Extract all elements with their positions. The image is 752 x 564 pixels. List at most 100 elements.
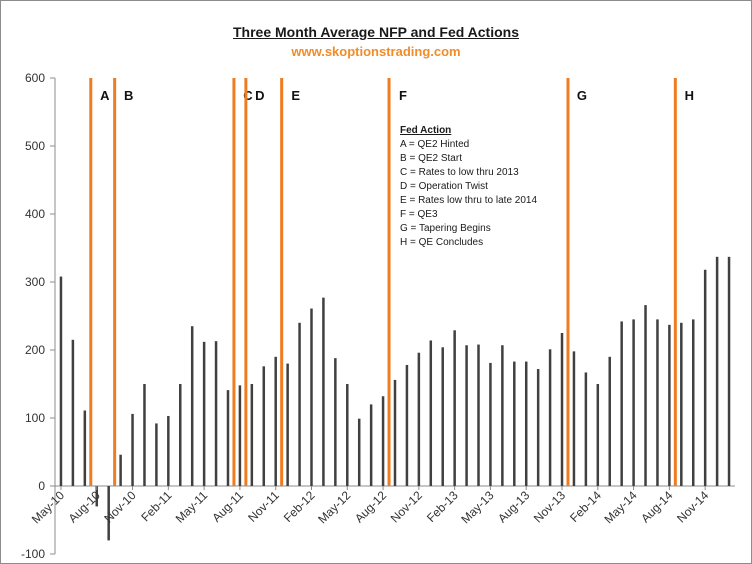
bar-Aug-10 xyxy=(95,486,99,507)
x-tick-label: Nov-14 xyxy=(674,488,711,525)
bar-Dec-12 xyxy=(429,340,433,486)
bar-Jan-13 xyxy=(441,347,444,486)
x-tick-label: May-12 xyxy=(315,488,353,526)
bar-Jan-14 xyxy=(584,372,588,486)
bar-Apr-12 xyxy=(334,358,337,486)
bar-Dec-14 xyxy=(715,256,719,486)
event-label-c: C xyxy=(243,88,253,103)
fed-action-legend: Fed Action A = QE2 Hinted B = QE2 Start … xyxy=(400,124,537,250)
y-tick-label: 400 xyxy=(25,207,45,221)
bar-Dec-11 xyxy=(286,363,289,486)
bar-Jul-13 xyxy=(513,361,516,486)
event-label-e: E xyxy=(291,88,300,103)
bar-Aug-12 xyxy=(381,396,385,486)
legend-item-g: G = Tapering Begins xyxy=(400,223,491,234)
x-tick-label: May-10 xyxy=(29,488,67,526)
bar-Sep-10 xyxy=(107,486,110,541)
x-tick-label: May-14 xyxy=(602,488,640,526)
bar-Feb-11 xyxy=(167,415,170,486)
y-tick-label: 500 xyxy=(25,139,45,153)
bar-Oct-14 xyxy=(691,319,695,486)
bar-Jun-13 xyxy=(501,345,504,486)
bar-Jan-15 xyxy=(727,256,731,486)
bar-Mar-14 xyxy=(608,356,611,486)
bar-May-10 xyxy=(59,276,63,486)
bar-Jun-11 xyxy=(214,341,218,486)
chart-subtitle: www.skoptionstrading.com xyxy=(291,44,461,59)
event-label-b: B xyxy=(124,88,133,103)
event-label-f: F xyxy=(399,88,407,103)
bar-Jun-10 xyxy=(71,339,75,486)
x-tick-label: Aug-13 xyxy=(495,488,532,525)
x-tick-label: Nov-10 xyxy=(101,488,138,525)
y-tick-label: 300 xyxy=(25,275,45,289)
x-tick-label: Feb-12 xyxy=(281,488,318,525)
bar-Aug-13 xyxy=(524,361,528,486)
bar-Aug-11 xyxy=(238,385,242,486)
legend-item-e: E = Rates low thru to late 2014 xyxy=(400,195,538,206)
legend-item-c: C = Rates to low thru 2013 xyxy=(400,167,519,178)
chart-title: Three Month Average NFP and Fed Actions xyxy=(232,24,519,40)
bar-May-13 xyxy=(489,362,492,486)
bar-Apr-14 xyxy=(620,321,623,486)
x-tick-label: Nov-11 xyxy=(245,488,282,525)
bar-Jul-14 xyxy=(656,319,659,486)
bar-Oct-11 xyxy=(262,366,266,486)
bar-Jan-12 xyxy=(298,322,301,486)
y-tick-label: 200 xyxy=(25,343,45,357)
bar-Oct-13 xyxy=(548,349,552,486)
event-label-g: G xyxy=(577,88,587,103)
bar-Nov-11 xyxy=(274,356,277,486)
bar-Mar-12 xyxy=(322,297,325,486)
bar-Apr-13 xyxy=(477,344,480,486)
event-label-a: A xyxy=(100,88,110,103)
event-label-d: D xyxy=(255,88,264,103)
legend-item-h: H = QE Concludes xyxy=(400,237,484,248)
bar-Feb-12 xyxy=(310,308,313,486)
x-tick-label: Aug-11 xyxy=(209,488,246,525)
y-tick-label: 0 xyxy=(38,479,45,493)
bar-Dec-10 xyxy=(143,384,146,486)
y-tick-label: 100 xyxy=(25,411,45,425)
x-tick-label: Aug-10 xyxy=(66,488,103,525)
bar-Jun-12 xyxy=(357,418,361,486)
bar-Oct-10 xyxy=(119,454,122,486)
bar-Aug-14 xyxy=(668,324,671,486)
bar-Nov-12 xyxy=(417,352,421,486)
x-tick-label: Feb-11 xyxy=(138,488,174,524)
x-tick-label: Aug-12 xyxy=(352,488,389,525)
bar-May-12 xyxy=(346,384,349,486)
x-tick-label: Aug-14 xyxy=(638,488,675,525)
bar-Apr-11 xyxy=(190,326,194,486)
bar-Jan-11 xyxy=(155,423,158,486)
x-tick-label: Feb-13 xyxy=(424,488,461,525)
bar-May-11 xyxy=(202,341,206,486)
legend-item-b: B = QE2 Start xyxy=(400,153,462,164)
bar-Sep-13 xyxy=(536,369,540,486)
x-tick-label: May-13 xyxy=(458,488,496,526)
x-tick-label: Nov-12 xyxy=(388,488,425,525)
bar-Jun-14 xyxy=(644,305,647,486)
y-tick-label: 600 xyxy=(25,71,45,85)
bar-Mar-11 xyxy=(179,384,182,486)
legend-title: Fed Action xyxy=(400,125,452,136)
legend-item-a: A = QE2 Hinted xyxy=(400,139,470,150)
bar-Sep-12 xyxy=(393,379,397,486)
bar-Nov-10 xyxy=(131,413,134,486)
bar-Dec-13 xyxy=(572,351,576,486)
bar-Nov-13 xyxy=(560,333,564,486)
bar-Oct-12 xyxy=(405,364,409,486)
bar-Sep-14 xyxy=(680,322,683,486)
legend-item-f: F = QE3 xyxy=(400,209,438,220)
bar-Feb-13 xyxy=(453,330,456,486)
bar-Sep-11 xyxy=(250,384,254,486)
bar-Nov-14 xyxy=(703,269,707,486)
bar-Mar-13 xyxy=(465,345,468,486)
x-tick-label: Feb-14 xyxy=(567,488,604,525)
bar-May-14 xyxy=(632,319,635,486)
bar-Jul-11 xyxy=(226,390,230,486)
bar-Feb-14 xyxy=(596,384,600,486)
x-tick-label: May-11 xyxy=(173,488,211,526)
